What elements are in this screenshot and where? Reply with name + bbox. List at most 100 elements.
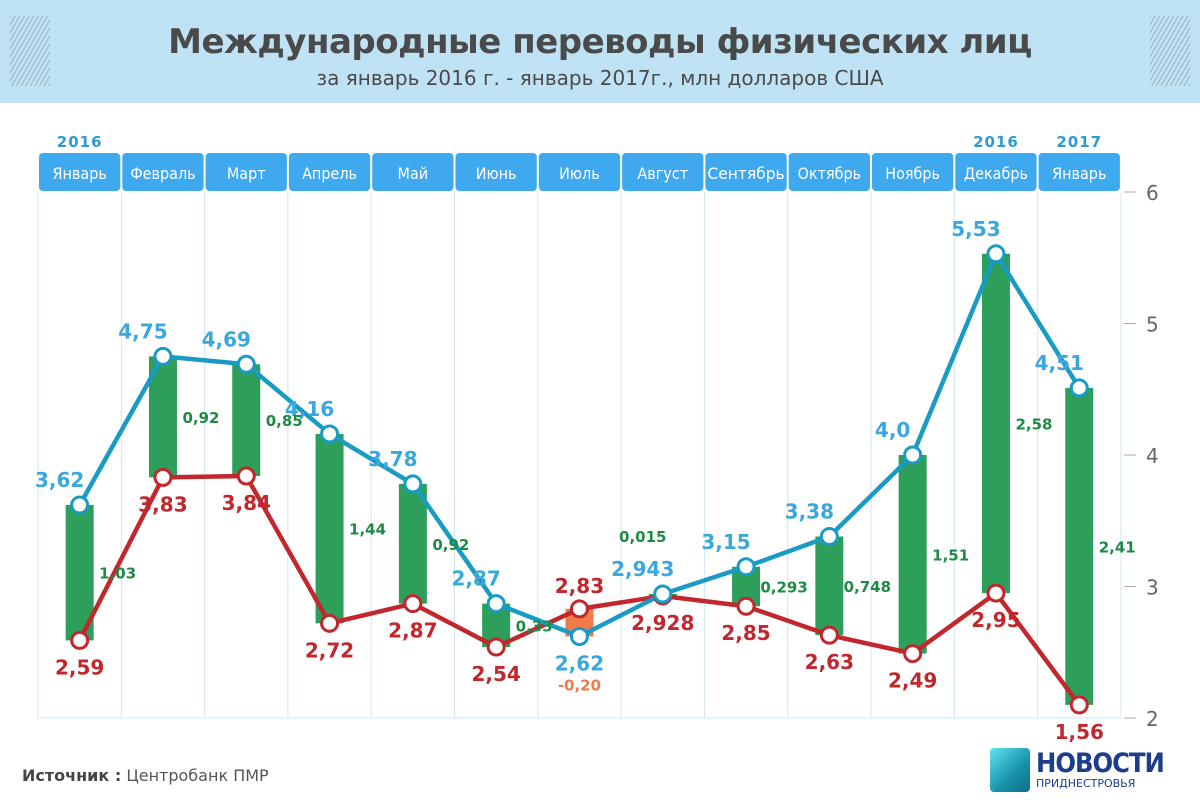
data-label-blue: 4,69 [202, 327, 251, 351]
difference-label: 2,58 [1015, 415, 1052, 433]
y-tick-label: 4 [1146, 444, 1159, 468]
difference-bar [232, 364, 261, 477]
difference-label: 1,51 [932, 546, 969, 564]
difference-label: 1,03 [99, 565, 136, 583]
y-tick-label: 3 [1146, 576, 1159, 600]
month-label: Март [227, 164, 266, 183]
difference-bar [815, 536, 844, 636]
point-red [236, 466, 256, 486]
data-label-red: 2,72 [305, 638, 354, 662]
month-header-cell [39, 153, 121, 191]
data-label-blue: 5,53 [951, 217, 1000, 241]
data-label-red: 2,87 [388, 619, 437, 643]
year-label: 2017 [1056, 133, 1102, 151]
month-label: Октябрь [798, 164, 862, 183]
data-label-red: 2,54 [471, 662, 520, 686]
data-label-red: 2,63 [805, 650, 854, 674]
data-label-blue: 3,15 [701, 530, 750, 554]
point-blue [236, 354, 256, 374]
point-blue [70, 495, 90, 515]
data-label-blue: 4,51 [1035, 351, 1084, 375]
data-label-red: 1,56 [1055, 720, 1104, 744]
month-label: Июль [559, 164, 600, 183]
month-header-cell [205, 153, 287, 191]
point-red [903, 644, 923, 664]
month-header-cell [705, 153, 787, 191]
data-label-red: 2,59 [55, 655, 104, 679]
month-header-cell [955, 153, 1037, 191]
point-blue [736, 557, 756, 577]
data-label-blue: 2,62 [555, 651, 604, 675]
y-tick-label: 5 [1146, 313, 1159, 337]
point-blue [1069, 378, 1089, 398]
logo-mark-icon [990, 748, 1030, 792]
point-red [736, 596, 756, 616]
point-blue [903, 445, 923, 465]
month-header-cell [372, 153, 454, 191]
data-label-red: 2,83 [555, 574, 604, 598]
year-label: 2016 [57, 133, 103, 151]
year-label: 2016 [973, 133, 1019, 151]
difference-label: 1,44 [349, 521, 386, 539]
title-banner: Международные переводы физических лиц за… [0, 0, 1200, 103]
data-label-blue: 3,62 [35, 468, 84, 492]
point-red [986, 583, 1006, 603]
point-red [70, 630, 90, 650]
point-blue [320, 424, 340, 444]
difference-label: -0,20 [558, 676, 601, 694]
data-label-blue: 3,78 [368, 447, 417, 471]
point-red [819, 625, 839, 645]
point-blue [153, 346, 173, 366]
month-header-cell [872, 153, 954, 191]
logo: НОВОСТИ ПРИДНЕСТРОВЬЯ [990, 748, 1165, 792]
data-label-blue: 2,943 [611, 557, 674, 581]
difference-label: 0,015 [619, 528, 666, 546]
point-red [1069, 695, 1089, 715]
point-red [569, 599, 589, 619]
difference-label: 0,748 [844, 578, 891, 596]
month-label: Май [398, 164, 429, 183]
difference-label: 0,85 [266, 412, 303, 430]
data-label-blue: 3,38 [785, 500, 834, 524]
data-label-red: 3,84 [222, 491, 271, 515]
month-label: Август [637, 164, 688, 183]
difference-label: 0,92 [432, 536, 469, 554]
data-label-red: 2,85 [721, 621, 770, 645]
difference-bar [981, 253, 1010, 594]
difference-label: 0,293 [760, 579, 807, 597]
source-value: Центробанк ПМР [126, 766, 269, 785]
month-header-cell [538, 153, 621, 191]
difference-label: 0,92 [182, 409, 219, 427]
chart-subtitle: за январь 2016 г. - январь 2017г., млн д… [316, 66, 884, 90]
month-header-cell [622, 153, 704, 191]
data-label-red: 2,928 [631, 611, 694, 635]
point-red [320, 613, 340, 633]
point-red [403, 594, 423, 614]
y-tick-label: 2 [1146, 707, 1159, 731]
month-label: Сентябрь [707, 164, 784, 183]
source-label: Источник : [22, 766, 122, 785]
chart-title: Международные переводы физических лиц [168, 22, 1032, 62]
month-label: Февраль [130, 164, 195, 183]
difference-bar [398, 483, 427, 604]
data-label-red: 3,83 [138, 492, 187, 516]
data-label-blue: 2,87 [451, 567, 500, 591]
month-label: Июнь [476, 164, 517, 183]
point-blue [986, 244, 1006, 264]
data-label-red: 2,49 [888, 669, 937, 693]
difference-bar [1065, 387, 1094, 705]
month-header-cell [1038, 153, 1120, 191]
difference-label: 2,41 [1099, 538, 1136, 556]
logo-line1: НОВОСТИ [1036, 748, 1165, 779]
point-blue [569, 626, 589, 646]
month-header-cell [455, 153, 537, 191]
difference-label: 0,33 [516, 617, 553, 635]
point-blue [819, 527, 839, 547]
data-label-blue: 4,16 [285, 397, 334, 421]
decor-stripes-right [1150, 16, 1190, 86]
point-red [486, 637, 506, 657]
point-blue [653, 584, 673, 604]
month-label: Апрель [302, 164, 357, 183]
month-label: Январь [1052, 164, 1106, 183]
month-header-cell [788, 153, 870, 191]
